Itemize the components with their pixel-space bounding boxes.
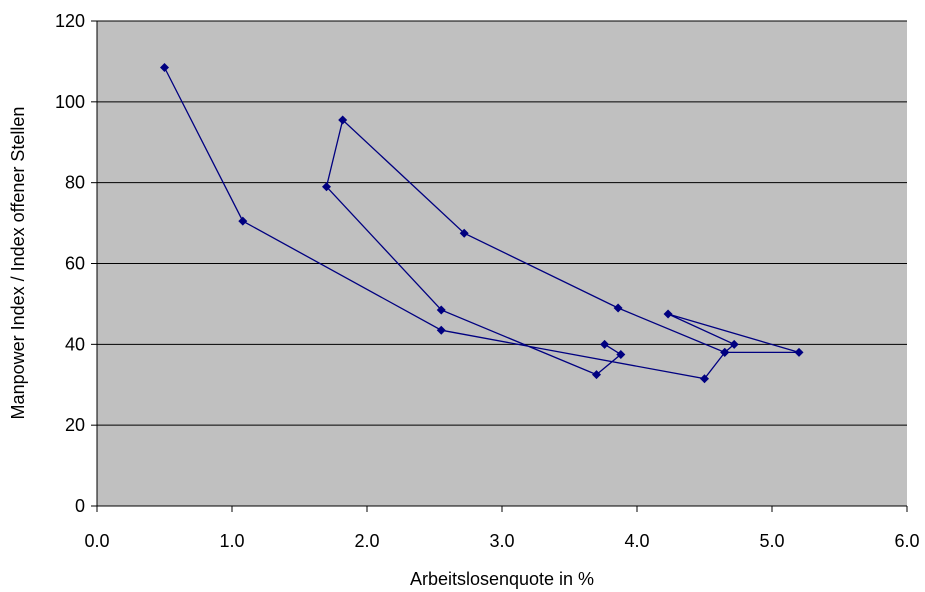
- x-tick-label: 2.0: [354, 531, 379, 551]
- data-point: [729, 339, 739, 349]
- data-point: [322, 182, 331, 192]
- x-tick-label: 0.0: [84, 531, 109, 551]
- x-tick-label: 3.0: [489, 531, 514, 551]
- x-axis-ticks: 0.0 1.0 2.0 3.0 4.0 5.0 6.0: [84, 506, 920, 551]
- data-point: [592, 370, 601, 380]
- data-point: [436, 325, 446, 335]
- x-tick-label: 6.0: [894, 531, 919, 551]
- data-point: [794, 347, 804, 357]
- data-point: [616, 349, 626, 359]
- y-axis-title: Manpower Index / Index offener Stellen: [8, 107, 28, 420]
- y-tick-label: 20: [65, 415, 85, 435]
- data-point: [700, 374, 709, 384]
- y-tick-label: 80: [65, 173, 85, 193]
- x-tick-label: 5.0: [759, 531, 784, 551]
- x-axis-title: Arbeitslosenquote in %: [410, 569, 594, 589]
- y-axis-ticks: 0 20 40 60 80 100 120: [55, 11, 97, 516]
- series-group: [160, 62, 804, 384]
- y-tick-label: 120: [55, 11, 85, 31]
- data-point: [338, 115, 348, 125]
- y-tick-label: 40: [65, 334, 85, 354]
- data-point: [459, 228, 469, 238]
- data-point: [720, 347, 730, 357]
- x-tick-label: 1.0: [219, 531, 244, 551]
- data-point: [160, 62, 169, 72]
- y-tick-label: 100: [55, 92, 85, 112]
- y-tick-label: 0: [75, 496, 85, 516]
- grid-lines: [97, 20, 907, 426]
- data-point: [436, 305, 446, 315]
- x-tick-label: 4.0: [624, 531, 649, 551]
- data-point: [600, 339, 610, 349]
- data-point: [238, 216, 248, 226]
- data-point: [663, 309, 673, 319]
- y-tick-label: 60: [65, 254, 85, 274]
- data-point: [613, 303, 623, 313]
